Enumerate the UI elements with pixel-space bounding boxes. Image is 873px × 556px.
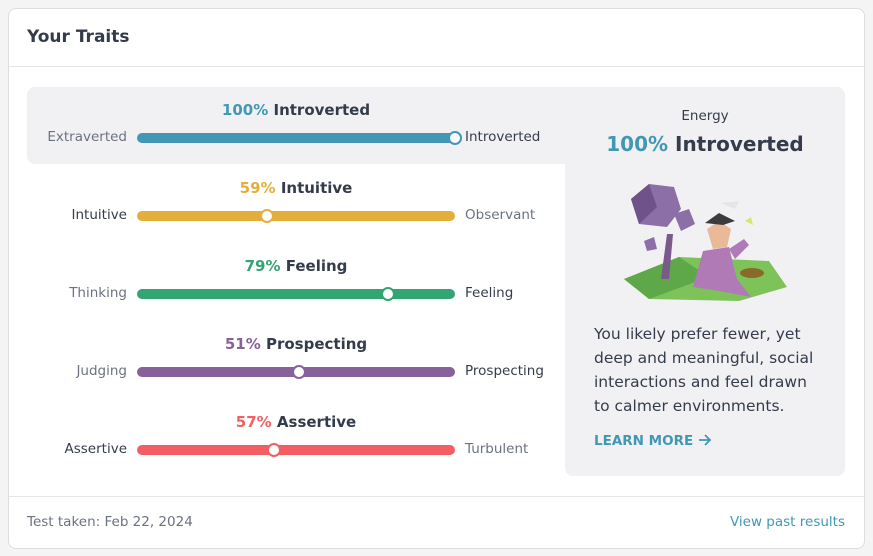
right-label: Prospecting [465, 363, 544, 379]
selected-row-bg [27, 87, 587, 164]
trait-heading: 59% Intuitive [137, 179, 455, 197]
learn-more-link[interactable]: LEARN MORE [594, 433, 712, 449]
left-label: Judging [76, 363, 127, 379]
trait-heading: 100% Introverted [137, 101, 455, 119]
left-label: Intuitive [71, 207, 127, 223]
left-label: Assertive [64, 441, 128, 457]
right-label: Feeling [465, 285, 514, 301]
test-date: Test taken: Feb 22, 2024 [27, 514, 193, 530]
trait-percent: 51% [224, 335, 261, 353]
left-label: Thinking [69, 285, 127, 301]
right-label: Turbulent [465, 441, 529, 457]
trait-percent: 59% [239, 179, 276, 197]
left-label: Extraverted [47, 129, 127, 145]
trait-name: Prospecting [265, 335, 368, 353]
detail-aspect: Energy [681, 108, 729, 124]
past-results-link[interactable]: View past results [729, 514, 845, 530]
card-title: Your Traits [27, 27, 130, 47]
learn-more-text[interactable]: LEARN MORE [594, 433, 694, 449]
trait-name: Intuitive [280, 179, 353, 197]
detail-description: You likely prefer fewer, yet deep and me… [594, 325, 814, 415]
traits-card: Your Traits 100% Introverted Extraverted I… [8, 8, 865, 549]
detail-trait: Introverted [675, 132, 804, 156]
detail-heading: 100% Introverted [565, 132, 845, 156]
trait-bar [137, 445, 455, 455]
trait-knob [266, 443, 281, 457]
trait-percent: 79% [244, 257, 281, 275]
trait-heading: 51% Prospecting [137, 335, 455, 353]
right-label: Observant [465, 207, 536, 223]
right-label: Introverted [465, 129, 541, 145]
trait-knob [381, 287, 396, 301]
trait-name: Feeling [285, 257, 348, 275]
arrow-icon[interactable] [698, 434, 712, 446]
trait-knob [292, 365, 307, 379]
trait-knob [448, 131, 462, 145]
trait-name: Introverted [273, 101, 371, 119]
divider [9, 66, 864, 67]
trait-bar [137, 211, 455, 221]
trait-name: Assertive [276, 413, 357, 431]
detail-percent: 100% [606, 132, 669, 156]
trait-heading: 57% Assertive [137, 413, 455, 431]
trait-bar [137, 133, 455, 143]
trait-heading: 79% Feeling [137, 257, 455, 275]
illustration [624, 184, 787, 301]
trait-percent: 100% [221, 101, 269, 119]
trait-knob [260, 209, 275, 223]
trait-percent: 57% [235, 413, 272, 431]
divider [9, 496, 864, 497]
trait-bar [137, 289, 455, 299]
